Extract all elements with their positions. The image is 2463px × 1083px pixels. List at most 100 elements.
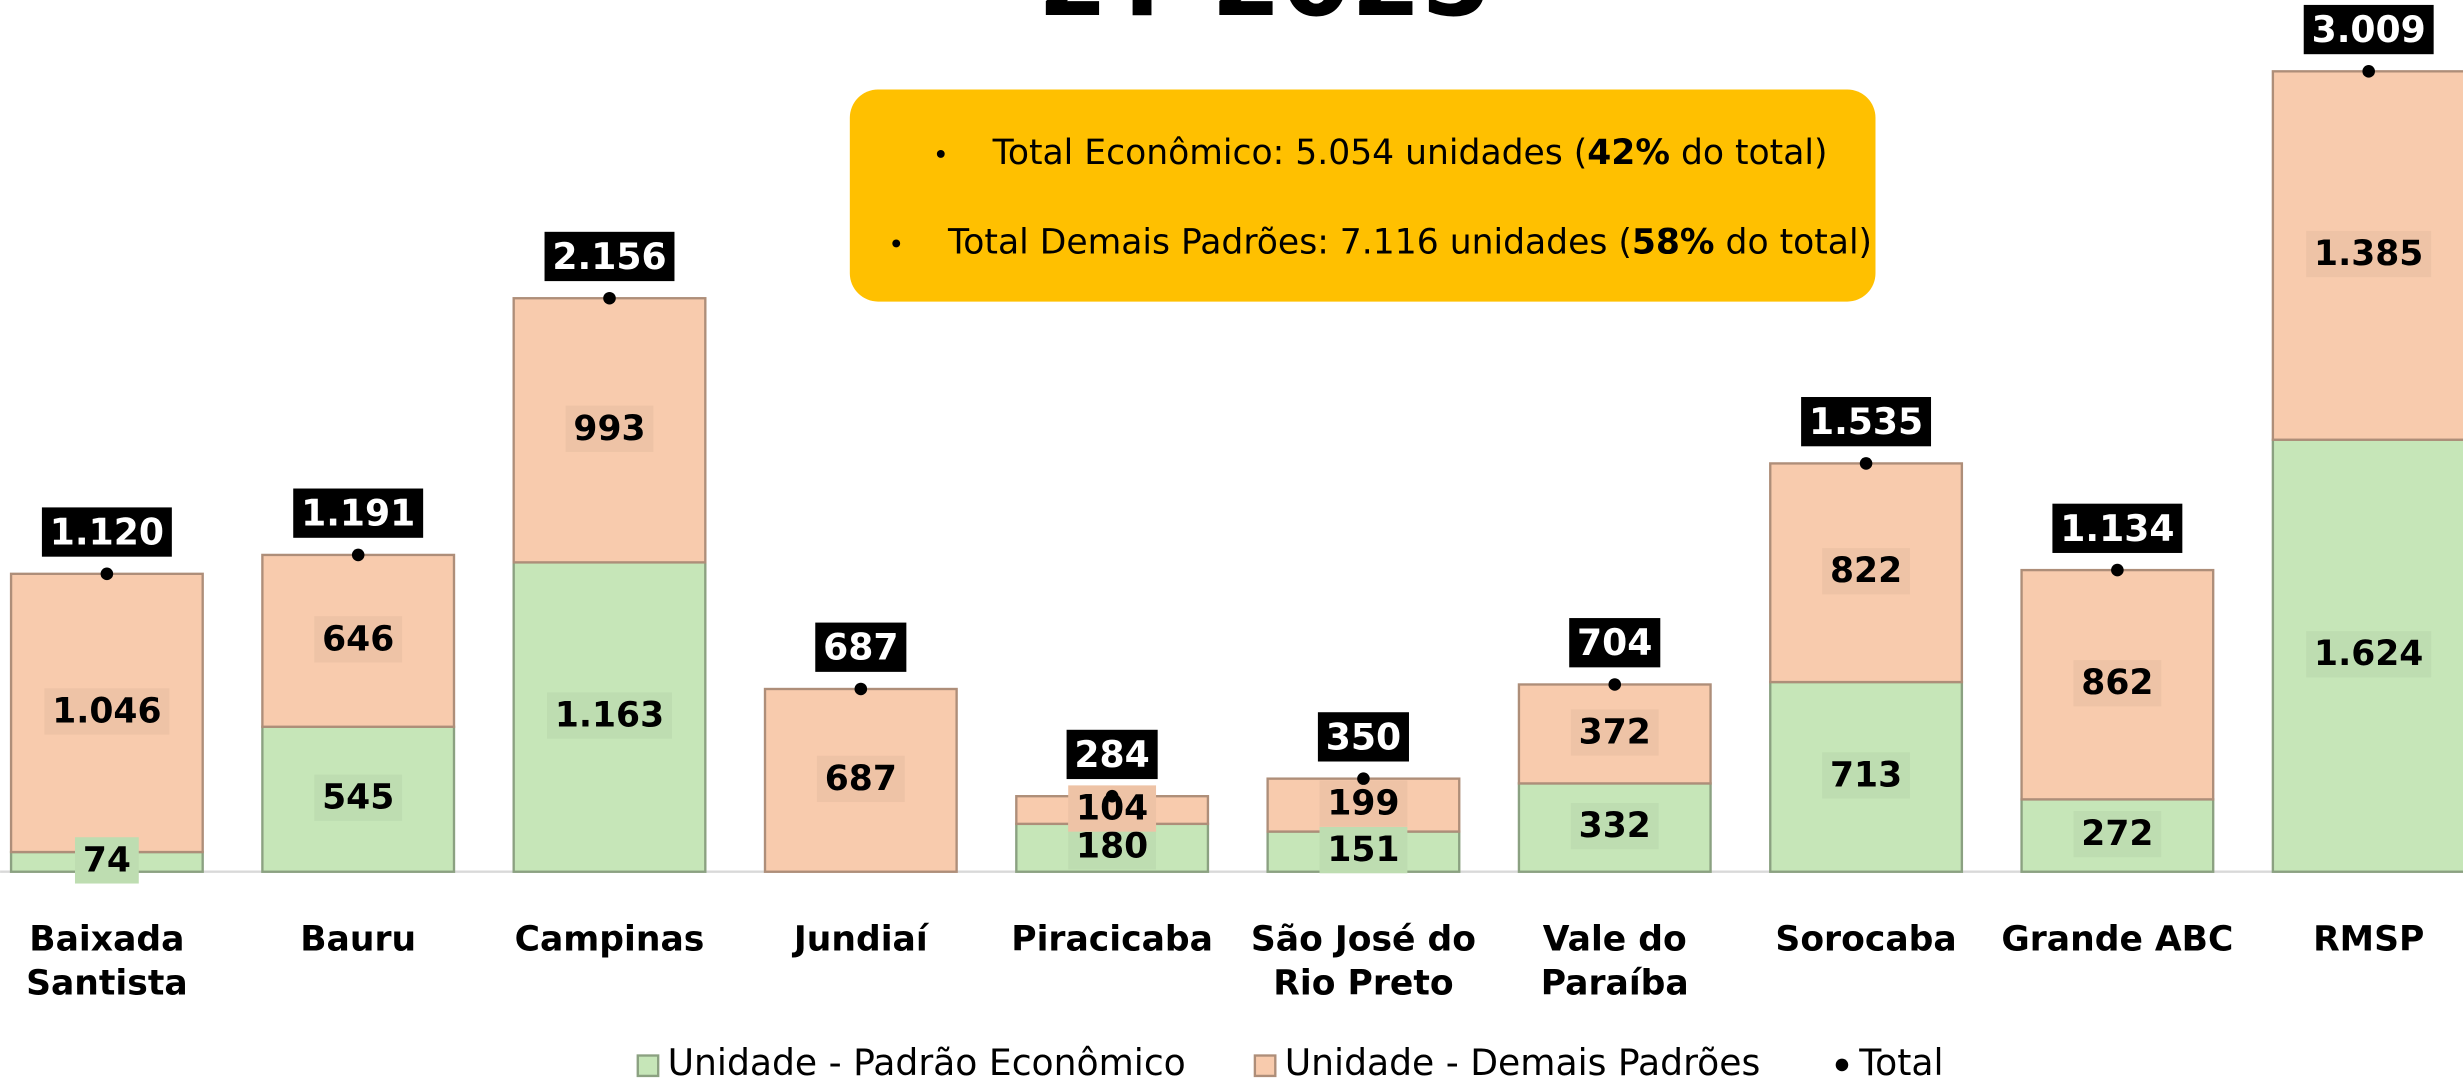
x-tick-label-box: Baixada Santista bbox=[26, 920, 188, 1004]
data-label-bg bbox=[1822, 752, 1910, 799]
legend-swatch bbox=[636, 1054, 660, 1078]
annotation-part: do total) bbox=[1715, 222, 1873, 262]
data-label-group: 2.156 bbox=[544, 231, 675, 282]
data-label-group: 687 bbox=[816, 755, 905, 803]
data-label: 713 bbox=[1830, 755, 1902, 795]
data-label: 993 bbox=[573, 409, 645, 449]
data-label-group: 74 bbox=[74, 837, 139, 884]
x-tick-label: Bauru bbox=[300, 920, 417, 960]
data-label: 199 bbox=[1327, 784, 1399, 824]
data-label: 151 bbox=[1327, 830, 1399, 870]
data-label-group: 151 bbox=[1319, 827, 1408, 874]
annotation-bullet bbox=[936, 150, 945, 158]
x-tick-label-box: Campinas bbox=[515, 920, 705, 959]
data-label-bg bbox=[1319, 827, 1408, 874]
data-label: 687 bbox=[825, 759, 897, 799]
data-label-group: 646 bbox=[314, 616, 403, 663]
legend-label: Total bbox=[1858, 1041, 1943, 1083]
data-label-bg bbox=[2303, 4, 2434, 55]
x-tick-label-box: São José do Rio Preto bbox=[1250, 920, 1476, 1004]
annotation-part: Total Econômico: 5.054 unidades ( bbox=[992, 132, 1588, 172]
data-label-group: 1.535 bbox=[1801, 397, 1932, 447]
data-label-bg bbox=[293, 488, 424, 538]
legend-swatch bbox=[1253, 1054, 1277, 1078]
data-label-bg bbox=[1570, 802, 1659, 850]
annotation-text: Total Demais Padrões: 7.116 unidades (58… bbox=[947, 222, 1872, 262]
data-label: 372 bbox=[1579, 712, 1651, 752]
data-label-bg bbox=[547, 692, 672, 739]
total-marker bbox=[1105, 789, 1119, 803]
data-label-group: 199 bbox=[1319, 780, 1408, 827]
annotation-part: 58% bbox=[1632, 222, 1715, 262]
data-label-bg bbox=[816, 755, 905, 803]
data-label-bg bbox=[1319, 780, 1408, 827]
data-label-bg bbox=[2052, 503, 2183, 553]
data-label-bg bbox=[1569, 618, 1661, 668]
data-label-group: 1.191 bbox=[293, 488, 424, 538]
data-label: 862 bbox=[2081, 663, 2153, 703]
total-marker bbox=[2362, 65, 2375, 78]
data-label-group: 1.385 bbox=[2306, 230, 2432, 278]
total-marker bbox=[1608, 678, 1622, 691]
annotation-part: 42% bbox=[1587, 132, 1670, 172]
data-label: 704 bbox=[1577, 621, 1652, 664]
data-label-bg bbox=[1822, 548, 1910, 595]
legend-marker bbox=[1835, 1058, 1849, 1072]
total-marker bbox=[351, 548, 365, 562]
data-label: 1.624 bbox=[2314, 634, 2423, 674]
legend-label: Unidade - Demais Padrões bbox=[1285, 1041, 1761, 1083]
data-label: 74 bbox=[83, 840, 131, 880]
data-label-group: 1.134 bbox=[2052, 503, 2183, 553]
data-label-bg bbox=[565, 405, 654, 452]
data-label-group: 822 bbox=[1822, 548, 1910, 595]
data-label-bg bbox=[1801, 397, 1932, 447]
data-label: 646 bbox=[322, 619, 394, 659]
data-label-group: 545 bbox=[314, 774, 403, 821]
data-label-bg bbox=[2073, 810, 2162, 858]
data-label-group: 332 bbox=[1570, 802, 1659, 850]
x-tick-label: Grande ABC bbox=[2001, 920, 2234, 960]
data-label: 1.046 bbox=[52, 691, 161, 731]
data-label: 1.535 bbox=[1809, 400, 1923, 443]
data-label-bg bbox=[2306, 230, 2432, 278]
data-label-group: 372 bbox=[1570, 709, 1659, 756]
data-label: 822 bbox=[1830, 551, 1902, 591]
data-label-bg bbox=[41, 507, 172, 557]
data-label-group: 993 bbox=[565, 405, 654, 452]
annotation-part: do total) bbox=[1670, 132, 1828, 172]
data-label: 687 bbox=[823, 626, 898, 669]
chart-title: 2T 2025 bbox=[1038, 0, 1491, 39]
data-label: 1.163 bbox=[555, 696, 664, 736]
data-label-group: 1.624 bbox=[2306, 631, 2432, 678]
total-marker bbox=[100, 567, 114, 581]
x-tick-label-box: Piracicaba bbox=[1011, 920, 1213, 959]
x-tick-label-box: Jundiaí bbox=[793, 920, 928, 960]
data-label-group: 862 bbox=[2073, 660, 2162, 707]
data-label-bg bbox=[314, 616, 403, 663]
data-label: 2.156 bbox=[552, 235, 666, 278]
data-label-group: 3.009 bbox=[2303, 4, 2434, 55]
data-label-bg bbox=[1066, 729, 1158, 780]
x-tick-label: São José do Rio Preto bbox=[1250, 920, 1476, 1004]
data-label: 1.134 bbox=[2060, 507, 2174, 550]
legend-label: Unidade - Padrão Econômico bbox=[668, 1041, 1186, 1083]
data-label: 350 bbox=[1326, 715, 1401, 758]
data-label-bg bbox=[1317, 712, 1409, 762]
data-label: 1.385 bbox=[2314, 234, 2423, 274]
x-tick-label: Baixada Santista bbox=[26, 920, 188, 1004]
x-tick-label: Jundiaí bbox=[793, 920, 928, 960]
annotation-text: Total Econômico: 5.054 unidades (42% do … bbox=[992, 132, 1828, 172]
annotation-bullet bbox=[892, 239, 901, 248]
data-label-group: 704 bbox=[1569, 618, 1661, 668]
data-label-bg bbox=[2073, 660, 2162, 707]
data-label: 284 bbox=[1074, 733, 1149, 776]
data-label-group: 687 bbox=[815, 622, 907, 672]
data-label-bg bbox=[74, 837, 139, 884]
x-tick-label: RMSP bbox=[2313, 920, 2425, 960]
data-label: 1.191 bbox=[301, 492, 415, 535]
data-label-bg bbox=[1570, 709, 1659, 756]
x-tick-label: Vale do Paraíba bbox=[1540, 920, 1689, 1004]
data-label: 180 bbox=[1076, 826, 1148, 866]
